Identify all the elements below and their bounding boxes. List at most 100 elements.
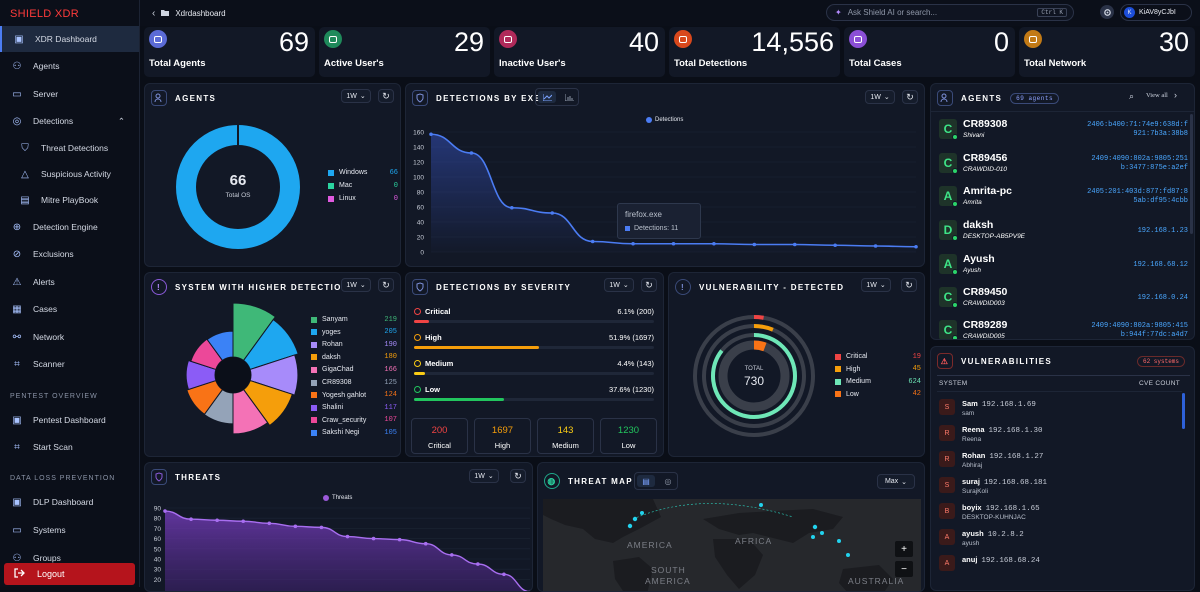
sidebar-item-label: Start Scan: [33, 442, 73, 452]
map-range-select[interactable]: Max ⌄: [877, 474, 915, 489]
vuln-scrollbar[interactable]: [1182, 393, 1185, 429]
logout-button[interactable]: Logout: [4, 563, 135, 585]
sidebar-item-cases[interactable]: ▦ Cases: [0, 296, 139, 322]
globe-view-icon[interactable]: ◎: [664, 476, 672, 486]
map-label: AFRICA: [735, 536, 773, 546]
detections-refresh-button[interactable]: ↻: [902, 90, 918, 104]
agent-row[interactable]: A Amrita-pc Amrita 2405:201:403d:877:fd87:8…: [937, 183, 1190, 213]
stat-card[interactable]: 29 Active User's: [319, 27, 490, 77]
sidebar-item-dlp-dashboard[interactable]: ▣ DLP Dashboard: [0, 489, 139, 515]
view-all-link[interactable]: View all: [1146, 92, 1168, 99]
data-point: [914, 244, 918, 249]
sidebar-item-detections[interactable]: ◎ Detections ⌃: [0, 108, 139, 134]
bar-chart-icon[interactable]: [560, 91, 578, 103]
vuln-detected-panel: ! VULNERABILITY - DETECTED 1W ⌄ ↻ TOTAL 73…: [668, 272, 925, 457]
threats-range-select[interactable]: 1W ⌄: [469, 469, 499, 483]
severity-bar-track: [414, 398, 654, 401]
severity-count-box[interactable]: 1230 Low: [600, 418, 657, 454]
sidebar-item-agents[interactable]: ⚇ Agents: [0, 53, 139, 79]
sidebar: SHIELD XDR ▣ XDR Dashboard ⚇ Agents ▭ Server ◎…: [0, 0, 140, 587]
sidebar-item-detection-engine[interactable]: ⊕ Detection Engine: [0, 214, 139, 240]
severity-count-box[interactable]: 200 Critical: [411, 418, 468, 454]
donut-center-label: Total OS: [225, 192, 251, 199]
back-chevron-icon[interactable]: ‹: [152, 8, 156, 19]
data-point: [590, 239, 595, 244]
sidebar-item-systems[interactable]: ▭ Systems: [0, 517, 139, 543]
higher-range-select[interactable]: 1W ⌄: [341, 278, 371, 292]
user-menu[interactable]: K KiAV8yCJbI: [1120, 4, 1192, 21]
stat-card[interactable]: 69 Total Agents: [144, 27, 315, 77]
data-point: [215, 518, 219, 523]
vuln-row[interactable]: R Rohan 192.168.1.27 Abhiraj: [937, 448, 1167, 474]
severity-refresh-button[interactable]: ↻: [641, 278, 657, 292]
ai-search-input[interactable]: ✦ Ask Shield AI or search... Ctrl K: [826, 4, 1074, 21]
detections-range-select[interactable]: 1W ⌄: [865, 90, 895, 104]
legend-item: Windows 66: [328, 169, 398, 177]
sidebar-item-server[interactable]: ▭ Server: [0, 81, 139, 107]
sidebar-item-start-scan[interactable]: ⌗ Start Scan: [0, 434, 139, 460]
threat-point: [640, 511, 644, 515]
data-point: [528, 589, 532, 591]
stat-card[interactable]: 14,556 Total Detections: [669, 27, 840, 77]
sidebar-item-network[interactable]: ⚯ Network: [0, 324, 139, 350]
stat-card[interactable]: 30 Total Network: [1019, 27, 1195, 77]
world-map[interactable]: AMERICA AFRICA SOUTH AMERICA AUSTRALIA +…: [543, 499, 921, 591]
stat-value: 14,556: [751, 27, 834, 57]
chevron-right-icon[interactable]: ›: [1174, 90, 1177, 100]
legend-item: Sanyam 219: [311, 316, 397, 324]
zoom-out-button[interactable]: −: [895, 561, 913, 577]
agents-scrollbar[interactable]: [1190, 114, 1193, 234]
agent-row[interactable]: C CR89289 CRAWDID005 2409:4090:802a:9805:41…: [937, 317, 1190, 339]
shield-icon: [412, 90, 428, 106]
vuln-row[interactable]: S Sam 192.168.1.69 sam: [937, 396, 1167, 422]
shield-icon: ⛉: [21, 142, 29, 154]
map-icon[interactable]: ▤: [637, 475, 655, 487]
vuln-refresh-button[interactable]: ↻: [901, 278, 917, 292]
map-label: AMERICA: [627, 540, 673, 550]
sidebar-item-groups[interactable]: ⚇ Groups: [0, 545, 139, 571]
sidebar-item-scanner[interactable]: ⌗ Scanner: [0, 351, 139, 377]
search-icon[interactable]: ⌕: [1129, 91, 1135, 101]
scanner-icon: ⌗: [14, 358, 20, 370]
sidebar-item-threat-detections[interactable]: ⛉ Threat Detections: [0, 135, 139, 161]
line-chart-icon[interactable]: [538, 91, 556, 103]
legend-label: GigaChad: [322, 366, 354, 374]
info-icon: [414, 360, 421, 367]
higher-refresh-button[interactable]: ↻: [378, 278, 394, 292]
data-point: [502, 572, 506, 577]
agent-row[interactable]: C CR89450 CRAWDID003 192.168.0.24: [937, 284, 1190, 314]
agents-refresh-button[interactable]: ↻: [378, 89, 394, 103]
threats-refresh-button[interactable]: ↻: [510, 469, 526, 483]
vuln-range-select[interactable]: 1W ⌄: [861, 278, 891, 292]
data-point: [163, 509, 167, 513]
sidebar-item-exclusions[interactable]: ⊘ Exclusions: [0, 241, 139, 267]
agent-row[interactable]: C CR89456 CRAWDID-010 2409:4090:802a:9805:2…: [937, 150, 1190, 180]
sidebar-item-mitre-playbook[interactable]: ▤ Mitre PlayBook: [0, 187, 139, 213]
zoom-in-button[interactable]: +: [895, 541, 913, 557]
severity-count-box[interactable]: 1697 High: [474, 418, 531, 454]
agent-row[interactable]: A Ayush Ayush 192.168.68.12: [937, 251, 1190, 281]
agent-ip: 2405:201:403d:877:fd87:8 5ab:df95:4cbb: [1087, 188, 1188, 206]
sidebar-item-xdr-dashboard[interactable]: ▣ XDR Dashboard: [0, 26, 139, 52]
settings-icon[interactable]: [1100, 5, 1114, 19]
threat-point: [811, 535, 815, 539]
stat-card[interactable]: 0 Total Cases: [844, 27, 1015, 77]
agent-row[interactable]: C CR89308 Shivani 2406:b400:71:74e9:638d:f 9…: [937, 116, 1190, 146]
severity-range-select[interactable]: 1W ⌄: [604, 278, 634, 292]
sidebar-item-alerts[interactable]: ⚠ Alerts: [0, 269, 139, 295]
warning-icon: ⚠: [937, 353, 953, 369]
vuln-row[interactable]: R Reena 192.168.1.30 Reena: [937, 422, 1167, 448]
stat-card[interactable]: 40 Inactive User's: [494, 27, 665, 77]
avatar: S: [939, 399, 955, 415]
chevron-up-icon[interactable]: ⌃: [117, 115, 125, 126]
agent-ip: 2409:4090:802a:9805:415 b:944f:77dc:a4d7: [1091, 322, 1188, 339]
sidebar-item-pentest-dashboard[interactable]: ▣ Pentest Dashboard: [0, 407, 139, 433]
agents-range-select[interactable]: 1W ⌄: [341, 89, 371, 103]
severity-count-box[interactable]: 143 Medium: [537, 418, 594, 454]
sidebar-item-suspicious-activity[interactable]: △ Suspicious Activity: [0, 161, 139, 187]
